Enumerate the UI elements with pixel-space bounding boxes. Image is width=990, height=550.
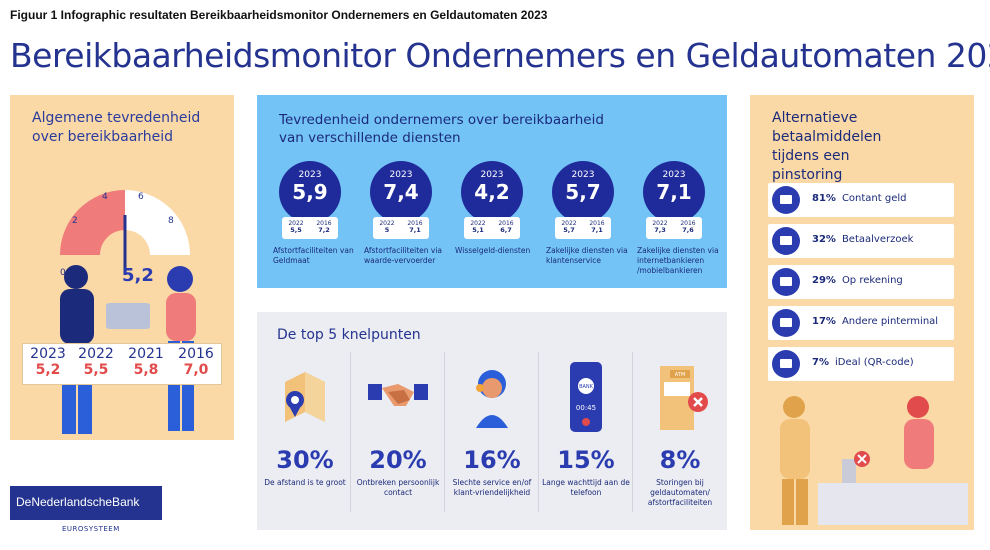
page-title: Bereikbaarheidsmonitor Ondernemers en Ge… bbox=[10, 36, 990, 75]
gauge-tick: 6 bbox=[138, 192, 144, 202]
panel-title: De top 5 knelpunten bbox=[277, 327, 421, 343]
phone-icon: BANK 00:45 bbox=[570, 362, 602, 432]
invoice-icon bbox=[772, 268, 800, 296]
alt-payment-item: 81% Contant geld bbox=[768, 183, 954, 217]
gauge-tick: 0 bbox=[60, 268, 66, 278]
score-item: 2023 5,9 2022 5,5 2016 7,2 Afstortfacilite… bbox=[265, 161, 355, 266]
bottleneck-item: ATM 8% Storingen bij geldautomaten/ afst… bbox=[636, 358, 724, 523]
history-item: 2022 5,5 bbox=[78, 346, 114, 378]
gauge-tick: 8 bbox=[168, 216, 174, 226]
history-card: 2023 5,2 2022 5,5 2021 5,8 2016 7,0 bbox=[22, 343, 222, 385]
score-item: 2023 4,2 2022 5,1 2016 6,7 Wisselgeld-dien… bbox=[447, 161, 537, 256]
history-item: 2021 5,8 bbox=[128, 346, 164, 378]
cash-icon bbox=[772, 186, 800, 214]
bottleneck-item: 30% De afstand is te groot bbox=[261, 358, 349, 523]
score-label: Zakelijke diensten via klantenservice bbox=[546, 246, 628, 265]
history-item: 2023 5,2 bbox=[30, 346, 66, 378]
gauge-tick: 2 bbox=[72, 216, 78, 226]
atm-icon: ATM bbox=[660, 366, 708, 430]
score-history: 2022 7,3 2016 7,6 bbox=[646, 217, 702, 239]
bottleneck-item: 20% Ontbreken persoonlijk contact bbox=[354, 358, 442, 523]
score-history: 2022 5,7 2016 7,1 bbox=[555, 217, 611, 239]
shop-counter-illustration-icon bbox=[780, 396, 968, 525]
bottleneck-item: BANK 00:45 15% Lange wachttijd aan de te… bbox=[542, 358, 630, 523]
figure-label: Figuur 1 Infographic resultaten Bereikba… bbox=[10, 8, 548, 22]
hand-phone-icon bbox=[772, 227, 800, 255]
dnb-logo: DeNederlandscheBank bbox=[10, 486, 162, 520]
panel-title: Alternatieve betaalmiddelen tijdens een … bbox=[772, 110, 882, 183]
score-item: 2023 5,7 2022 5,7 2016 7,1 Zakelijke diens… bbox=[538, 161, 628, 266]
score-circle: 2023 4,2 bbox=[461, 161, 523, 223]
top5-bottlenecks-panel: De top 5 knelpunten 30% De afstand is te… bbox=[257, 312, 727, 530]
score-circle: 2023 7,4 bbox=[370, 161, 432, 223]
panel-title: Algemene tevredenheid over bereikbaarhei… bbox=[32, 110, 201, 145]
gauge-value: 5,2 bbox=[122, 265, 154, 286]
gauge-tick: 4 bbox=[102, 192, 108, 202]
score-circle: 2023 5,9 bbox=[279, 161, 341, 223]
score-circle: 2023 7,1 bbox=[643, 161, 705, 223]
handshake-icon bbox=[368, 384, 428, 406]
alt-payment-item: 17% Andere pinterminal bbox=[768, 306, 954, 340]
map-pin-icon bbox=[285, 372, 325, 422]
score-circle: 2023 5,7 bbox=[552, 161, 614, 223]
history-item: 2016 7,0 bbox=[178, 346, 214, 378]
alt-payment-item: 7% iDeal (QR-code) bbox=[768, 347, 954, 381]
alt-payment-item: 29% Op rekening bbox=[768, 265, 954, 299]
score-history: 2022 5,1 2016 6,7 bbox=[464, 217, 520, 239]
alt-payment-item: 32% Betaalverzoek bbox=[768, 224, 954, 258]
score-label: Zakelijke diensten via internetbankieren… bbox=[637, 246, 719, 275]
headset-agent-icon bbox=[476, 370, 508, 428]
score-item: 2023 7,1 2022 7,3 2016 7,6 Zakelijke diens… bbox=[629, 161, 719, 276]
alternative-payments-panel: Alternatieve betaalmiddelen tijdens een … bbox=[750, 95, 974, 530]
qr-code-icon bbox=[772, 350, 800, 378]
services-satisfaction-panel: Tevredenheid ondernemers over bereikbaar… bbox=[257, 95, 727, 288]
phone-bank-label: BANK bbox=[579, 384, 594, 390]
score-history: 2022 5 2016 7,1 bbox=[373, 217, 429, 239]
phone-timer: 00:45 bbox=[576, 404, 596, 412]
score-item: 2023 7,4 2022 5 2016 7,1 Afstortfaciliteit… bbox=[356, 161, 446, 266]
panel-title: Tevredenheid ondernemers over bereikbaar… bbox=[279, 112, 604, 146]
score-history: 2022 5,5 2016 7,2 bbox=[282, 217, 338, 239]
bottleneck-item: 16% Slechte service en/of klant-vriendel… bbox=[448, 358, 536, 523]
score-label: Wisselgeld-diensten bbox=[455, 246, 531, 255]
score-label: Afstortfaciliteiten van Geldmaat bbox=[273, 246, 354, 265]
general-satisfaction-panel: Algemene tevredenheid over bereikbaarhei… bbox=[10, 95, 234, 440]
card-terminal-icon bbox=[772, 309, 800, 337]
gauge-icon: 0 2 4 6 8 10 bbox=[60, 190, 190, 278]
dnb-logo-sub: EUROSYSTEEM bbox=[62, 525, 120, 533]
atm-label: ATM bbox=[675, 372, 685, 378]
score-label: Afstortfaciliteiten via waarde-vervoerde… bbox=[364, 246, 443, 265]
